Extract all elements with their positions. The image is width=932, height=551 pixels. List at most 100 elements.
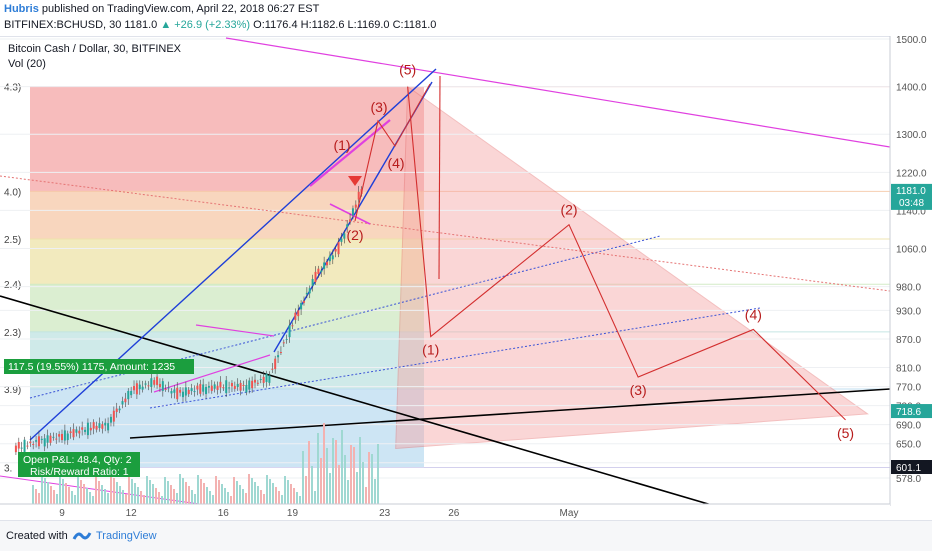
volume-bar xyxy=(71,491,73,504)
volume-bar xyxy=(248,474,250,504)
candle-body xyxy=(314,271,317,283)
volume-bar xyxy=(311,466,313,504)
fib-level-label: 3.9) xyxy=(4,385,21,396)
time-axis[interactable]: 9 12 16 19 23 26 May xyxy=(0,503,890,520)
volume-bar xyxy=(284,476,286,504)
fib-band xyxy=(30,284,424,332)
volume-bar xyxy=(257,486,259,504)
candle-body xyxy=(107,423,110,431)
candle-body xyxy=(254,379,257,383)
volume-bar xyxy=(125,494,127,504)
last-price-value: 1181.0 xyxy=(896,186,926,197)
wave-projection-path xyxy=(407,86,846,421)
price-chart[interactable]: 4.3)4.0)2.5)2.4)2.3)3.9)3. (5)(1)(2)(3)(… xyxy=(0,36,932,520)
candle-body xyxy=(219,381,222,388)
volume-bar xyxy=(161,496,163,504)
candle-body xyxy=(40,438,43,440)
candle-body xyxy=(58,434,61,437)
volume-bar xyxy=(131,479,133,504)
candle-body xyxy=(84,429,87,432)
price-tick-label: 870.0 xyxy=(896,335,921,346)
volume-bar xyxy=(128,475,130,504)
volume-bar xyxy=(194,494,196,504)
time-tick-label: 9 xyxy=(59,508,65,519)
candle-body xyxy=(26,445,29,447)
wave-labels: (5) (1) (2) (3) (4) (5) (1) (2) (3) (4) xyxy=(333,62,854,441)
price-tick-label: 578.0 xyxy=(896,474,921,485)
volume-bar xyxy=(242,489,244,504)
risk-reward-text: Risk/Reward Ratio: 1 xyxy=(30,466,129,478)
candle-body xyxy=(147,385,150,387)
volume-bar xyxy=(122,490,124,504)
volume-bar xyxy=(215,476,217,504)
wave-projection-label: (5) xyxy=(837,425,854,441)
wave-one-drop xyxy=(438,75,441,280)
wave-past-path xyxy=(354,83,431,222)
projection-area xyxy=(395,85,869,450)
candle-body xyxy=(124,398,127,403)
candle-body xyxy=(35,440,38,442)
volume-bar xyxy=(38,493,40,504)
publish-info: published on TradingView.com, April 22, … xyxy=(41,3,320,15)
volume-bar xyxy=(272,483,274,504)
volume-bar xyxy=(350,445,352,504)
price-tick-label: 650.0 xyxy=(896,440,921,451)
candle-body xyxy=(256,382,259,384)
candle-body xyxy=(268,375,271,383)
candle-body xyxy=(130,390,133,396)
candle-body xyxy=(248,380,251,390)
descending-trendline xyxy=(0,295,716,507)
price-axis-bg xyxy=(890,36,932,506)
fib-band xyxy=(30,191,424,239)
candle-body xyxy=(346,224,349,228)
candle-body xyxy=(89,427,92,431)
candle-body xyxy=(320,270,323,273)
volume-bar xyxy=(56,494,58,504)
volume-bar xyxy=(377,444,379,504)
volume-bar xyxy=(116,482,118,504)
author-link[interactable]: Hubris xyxy=(4,3,39,15)
candle-body xyxy=(187,389,190,395)
volume-bar xyxy=(320,458,322,504)
volume-bar xyxy=(296,492,298,504)
price-tick-label: 690.0 xyxy=(896,421,921,432)
candle-body xyxy=(158,383,161,388)
candle-body xyxy=(92,422,95,429)
price-axis[interactable]: 1500.0 1400.0 1300.0 1220.0 1140.0 1060.0 980.… xyxy=(889,36,932,506)
time-tick-label: May xyxy=(560,508,579,519)
candle-body xyxy=(213,384,216,389)
candle-body xyxy=(265,373,268,382)
time-tick-label: 16 xyxy=(218,508,230,519)
candle-body xyxy=(61,433,63,441)
volume-bar xyxy=(308,441,310,504)
candle-body xyxy=(222,387,225,389)
flag-upper xyxy=(195,324,275,337)
fib-level-label: 4.3) xyxy=(4,83,21,94)
candle-body xyxy=(55,438,58,440)
volume-bar xyxy=(44,478,46,504)
candle-body xyxy=(279,352,282,354)
wave-projection-label: (1) xyxy=(422,342,439,358)
time-tick-label: 12 xyxy=(126,508,138,519)
candle-body xyxy=(109,416,112,423)
volume-bar xyxy=(182,478,184,504)
pnl-box xyxy=(18,452,140,477)
wave-projection-label: (2) xyxy=(560,202,577,218)
candlesticks xyxy=(14,176,363,458)
candle-body xyxy=(302,300,305,303)
volume-bar xyxy=(323,423,325,504)
candle-body xyxy=(43,438,46,447)
candle-body xyxy=(202,384,205,392)
candle-body xyxy=(173,389,176,393)
candle-body xyxy=(141,386,144,390)
wave-projection-label: (4) xyxy=(745,306,762,322)
time-tick-label: 19 xyxy=(287,508,299,519)
candle-body xyxy=(343,233,346,239)
volume-bar xyxy=(305,476,307,504)
volume-bar xyxy=(92,496,94,504)
volume-bar xyxy=(317,433,319,504)
tradingview-link[interactable]: TradingView xyxy=(96,530,157,542)
price-tick-label: 1140.0 xyxy=(896,206,926,217)
candle-body xyxy=(357,191,360,200)
candle-body xyxy=(72,429,75,438)
